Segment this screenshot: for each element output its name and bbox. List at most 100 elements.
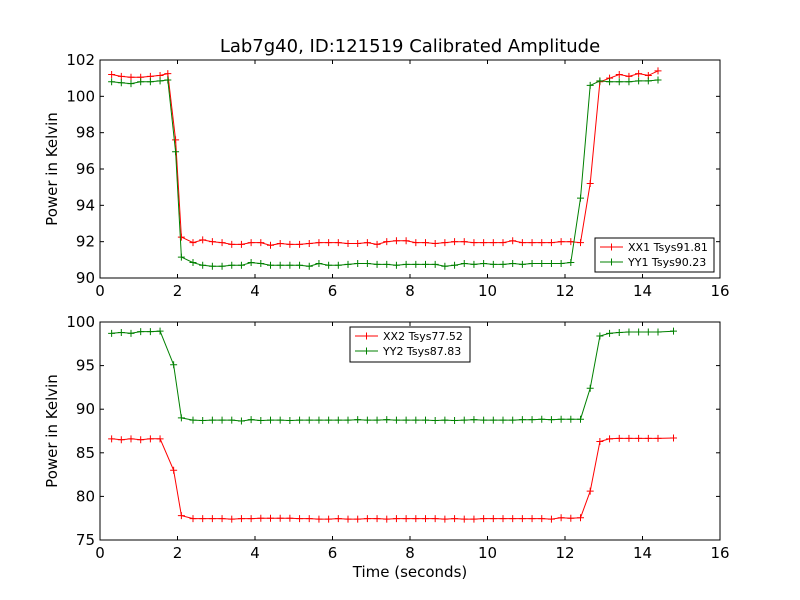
data-point (108, 435, 116, 443)
data-point (586, 81, 594, 89)
data-point (228, 240, 236, 248)
data-point (518, 416, 526, 424)
y-tick-label: 92 (76, 233, 95, 251)
data-point (257, 239, 265, 247)
data-point (237, 417, 245, 425)
data-point (164, 70, 172, 78)
data-point (344, 239, 352, 247)
data-point (489, 416, 497, 424)
data-point (247, 515, 255, 523)
data-point (412, 260, 420, 268)
data-point (267, 261, 274, 269)
data-point (509, 416, 517, 424)
data-point (247, 416, 255, 424)
data-point (137, 436, 145, 444)
data-point (344, 416, 352, 424)
data-point (296, 261, 304, 269)
data-point (296, 240, 304, 248)
data-point (538, 239, 546, 247)
data-point (363, 259, 371, 267)
chart-title: Lab7g40, ID:121519 Calibrated Amplitude (220, 36, 600, 57)
data-point (606, 435, 614, 443)
data-point (325, 515, 333, 523)
data-point (499, 239, 507, 247)
data-point (383, 260, 391, 268)
data-point (480, 416, 488, 424)
data-point (170, 466, 178, 474)
data-point (670, 434, 677, 442)
data-point (615, 78, 623, 86)
data-point (451, 238, 459, 246)
data-point (586, 384, 594, 392)
data-point (654, 328, 662, 336)
data-point (208, 238, 216, 246)
data-point (276, 514, 284, 522)
data-point (117, 436, 125, 444)
legend-box (594, 237, 715, 273)
data-point (305, 515, 313, 523)
data-point (615, 434, 623, 442)
data-point (146, 328, 154, 336)
data-point (557, 238, 565, 246)
data-point (218, 239, 226, 247)
data-point (189, 239, 197, 247)
data-point (441, 416, 449, 424)
x-tick-label: 8 (405, 282, 415, 300)
y-tick-label: 90 (76, 269, 95, 287)
data-point (199, 515, 207, 523)
data-point (305, 416, 313, 424)
data-point (499, 515, 507, 523)
data-point (586, 487, 594, 495)
data-point (218, 515, 226, 523)
data-point (237, 240, 245, 248)
legend-label: YY2 Tsys87.83 (382, 345, 461, 358)
data-point (460, 416, 468, 424)
data-point (373, 515, 381, 523)
y-axis-label: Power in Kelvin (43, 374, 61, 488)
data-point (267, 514, 274, 522)
data-point (146, 435, 154, 443)
data-point (325, 261, 333, 269)
data-point (615, 328, 623, 336)
x-tick-label: 16 (710, 544, 729, 562)
data-point (625, 78, 633, 86)
data-point (596, 332, 604, 340)
data-point (156, 435, 164, 443)
x-axis-label: Time (seconds) (352, 563, 468, 581)
data-point (402, 237, 410, 245)
legend-label: XX1 Tsys91.81 (628, 241, 708, 254)
data-point (480, 259, 488, 267)
data-point (567, 259, 575, 267)
legend-label: YY1 Tsys90.23 (627, 256, 706, 269)
data-point (228, 515, 236, 523)
data-point (422, 515, 429, 523)
legend-marker (363, 332, 370, 340)
data-point (431, 239, 439, 247)
data-point (470, 239, 478, 247)
data-point (305, 239, 313, 247)
data-point (257, 514, 265, 522)
data-point (509, 259, 517, 267)
data-point (557, 415, 565, 423)
y-tick-label: 95 (76, 357, 95, 375)
data-point (557, 514, 565, 522)
data-point (354, 259, 362, 267)
data-point (431, 417, 439, 425)
data-point (127, 329, 135, 337)
data-point (108, 78, 116, 86)
x-tick-label: 0 (95, 282, 105, 300)
data-point (146, 78, 154, 86)
data-point (334, 416, 342, 424)
data-point (644, 328, 652, 336)
data-point (305, 262, 313, 270)
x-tick-label: 4 (250, 282, 260, 300)
data-point (451, 417, 459, 425)
data-point (528, 515, 536, 523)
data-point (334, 261, 342, 269)
data-point (654, 76, 662, 84)
data-point (538, 259, 546, 267)
bottom-plot: 0 2 4 6 8 10 12 14 16 75 80 85 90 95 100 Power in Kelvi… (43, 313, 730, 581)
x-tick-label: 10 (478, 282, 497, 300)
data-point (644, 434, 652, 442)
data-point (199, 236, 207, 244)
